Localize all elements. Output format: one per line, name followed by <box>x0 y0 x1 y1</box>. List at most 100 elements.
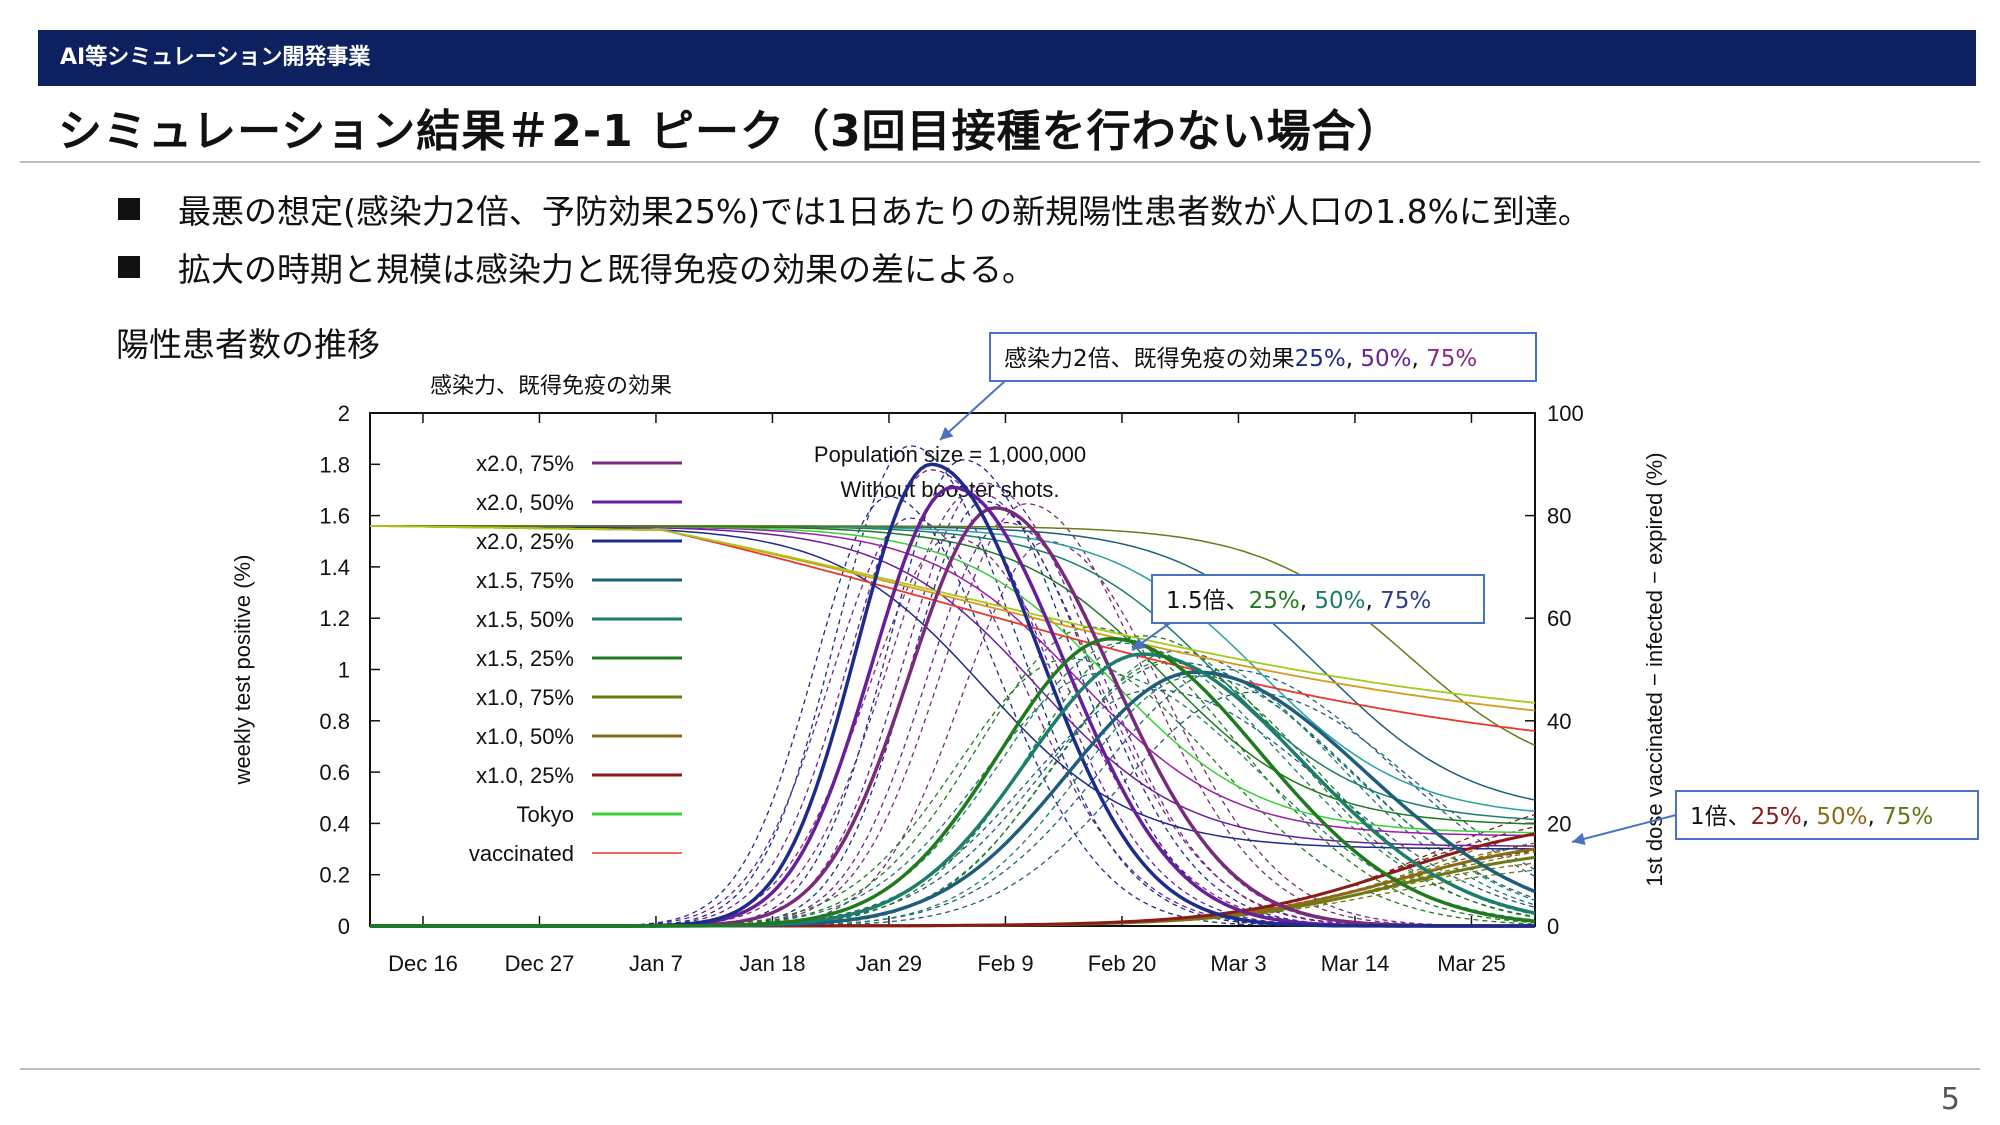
legend-label: x2.0, 50% <box>476 490 574 515</box>
y-tick-label: 2 <box>338 401 350 426</box>
callout-value: 75% <box>1882 804 1933 830</box>
ensemble-run-line <box>370 626 1536 927</box>
bullet-text: 拡大の時期と規模は感染力と既得免疫の効果の差による。 <box>178 250 1036 289</box>
bullet-text: 最悪の想定(感染力2倍、予防効果25%)では1日あたりの新規陽性患者数が人口の1… <box>178 192 1591 231</box>
legend-title: 感染力、既得免疫の効果 <box>430 374 672 399</box>
ensemble-run-line <box>370 658 1536 927</box>
callout-arrow-icon <box>1572 832 1586 846</box>
ensemble-run-line <box>370 661 1536 927</box>
callout-text: 1倍、25%, 50%, 75% <box>1690 804 1933 830</box>
x-tick-label: Mar 14 <box>1321 951 1389 976</box>
x-tick-label: Dec 16 <box>388 951 458 976</box>
callout-value: , <box>1365 588 1380 614</box>
callout-arrow-icon <box>940 426 954 440</box>
legend-label: Tokyo <box>517 802 574 827</box>
y-tick-label: 1 <box>338 658 350 683</box>
callout-value: , <box>1868 804 1883 830</box>
header-section-label: AI等シミュレーション開発事業 <box>60 45 371 70</box>
legend-label: x1.5, 75% <box>476 568 574 593</box>
legend-label: x1.0, 25% <box>476 763 574 788</box>
ensemble-run-line <box>370 689 1536 927</box>
callout-value: 75% <box>1380 588 1431 614</box>
legend-label: x2.0, 75% <box>476 451 574 476</box>
x-tick-label: Jan 18 <box>739 951 805 976</box>
header-bar: AI等シミュレーション開発事業 <box>38 30 1976 86</box>
x-tick-label: Mar 25 <box>1437 951 1505 976</box>
callout-prefix: 感染力2倍、既得免疫の効果 <box>1004 346 1295 372</box>
callout-box <box>1151 574 1485 624</box>
callout-value: , <box>1412 346 1427 372</box>
series-line <box>370 636 1536 928</box>
callout-value: , <box>1300 588 1315 614</box>
y-tick-label: 0 <box>338 914 350 939</box>
callout-c15x: 1.5倍、25%, 50%, 75% <box>1131 574 1485 651</box>
x-tick-label: Dec 27 <box>505 951 575 976</box>
y2-axis-label: 1st dose vaccinated − infected − expired… <box>1642 452 1667 886</box>
callout-text: 感染力2倍、既得免疫の効果25%, 50%, 75% <box>1004 346 1477 372</box>
x-tick-label: Mar 3 <box>1210 951 1266 976</box>
ensemble-run-line <box>370 675 1536 927</box>
y2-tick-label: 20 <box>1547 811 1571 836</box>
series-line <box>370 670 1536 928</box>
y-tick-label: 1.2 <box>319 606 350 631</box>
ensemble-run-line <box>370 642 1536 927</box>
x-tick-label: Jan 7 <box>629 951 683 976</box>
bullet-item: 最悪の想定(感染力2倍、予防効果25%)では1日あたりの新規陽性患者数が人口の1… <box>118 180 1591 238</box>
y-tick-label: 0.4 <box>319 811 350 836</box>
ensemble-run-line <box>370 490 1535 927</box>
legend-label: x1.5, 50% <box>476 607 574 632</box>
x-tick-label: Feb 9 <box>977 951 1033 976</box>
y-tick-label: 1.6 <box>319 504 350 529</box>
ensemble-run-line <box>370 540 1535 927</box>
y-tick-label: 0.8 <box>319 709 350 734</box>
y-tick-label: 1.8 <box>319 452 350 477</box>
callout-prefix: 1倍、 <box>1690 804 1751 830</box>
ensemble-run-line <box>370 503 1535 927</box>
ensemble-run-line <box>370 869 1536 927</box>
bullet-item: 拡大の時期と規模は感染力と既得免疫の効果の差による。 <box>118 238 1591 296</box>
y2-tick-label: 0 <box>1547 914 1559 939</box>
callout-arrow-line <box>1571 814 1677 843</box>
legend-label: x2.0, 25% <box>476 529 574 554</box>
y2-tick-label: 60 <box>1547 606 1571 631</box>
y-axis-label: weekly test positive (%) <box>230 555 255 786</box>
x-tick-label: Jan 29 <box>856 951 922 976</box>
legend-label: vaccinated <box>469 841 574 866</box>
callout-value: , <box>1802 804 1817 830</box>
page-number: 5 <box>1940 1082 1960 1117</box>
slide-title: シミュレーション結果＃2-1 ピーク（3回目接種を行わない場合） <box>58 106 1402 157</box>
callout-box <box>989 332 1537 382</box>
ensemble-run-line <box>370 813 1536 927</box>
callout-value: 50% <box>1816 804 1867 830</box>
callout-value: 25% <box>1295 346 1346 372</box>
callout-c1x: 1倍、25%, 50%, 75% <box>1571 790 1979 846</box>
legend-label: x1.0, 75% <box>476 685 574 710</box>
callout-value: 50% <box>1314 588 1365 614</box>
square-bullet-icon <box>118 198 140 220</box>
footer-divider <box>20 1068 1980 1070</box>
legend-label: x1.0, 50% <box>476 724 574 749</box>
callout-value: 25% <box>1249 588 1300 614</box>
callout-value: 25% <box>1751 804 1802 830</box>
callout-arrow-icon <box>1132 637 1146 650</box>
bullet-list: 最悪の想定(感染力2倍、予防効果25%)では1日あたりの新規陽性患者数が人口の1… <box>118 180 1591 296</box>
callout-value: 75% <box>1426 346 1477 372</box>
y-tick-label: 0.6 <box>319 760 350 785</box>
ensemble-run-line <box>370 672 1536 927</box>
x-tick-label: Feb 20 <box>1088 951 1157 976</box>
y2-tick-label: 40 <box>1547 709 1571 734</box>
ensemble-run-line <box>370 668 1536 927</box>
callout-value: 50% <box>1360 346 1411 372</box>
callout-value: , <box>1346 346 1361 372</box>
y2-tick-label: 80 <box>1547 504 1571 529</box>
vaccinated-variant-line <box>370 525 1536 704</box>
square-bullet-icon <box>118 256 140 278</box>
chart-section-label: 陽性患者数の推移 <box>116 325 380 364</box>
title-divider <box>20 161 1980 163</box>
callout-text: 1.5倍、25%, 50%, 75% <box>1166 588 1431 614</box>
y-tick-label: 1.4 <box>319 555 350 580</box>
callout-arrow-line <box>939 380 1006 441</box>
legend-label: x1.5, 25% <box>476 646 574 671</box>
callout-c2x: 感染力2倍、既得免疫の効果25%, 50%, 75% <box>939 332 1537 441</box>
